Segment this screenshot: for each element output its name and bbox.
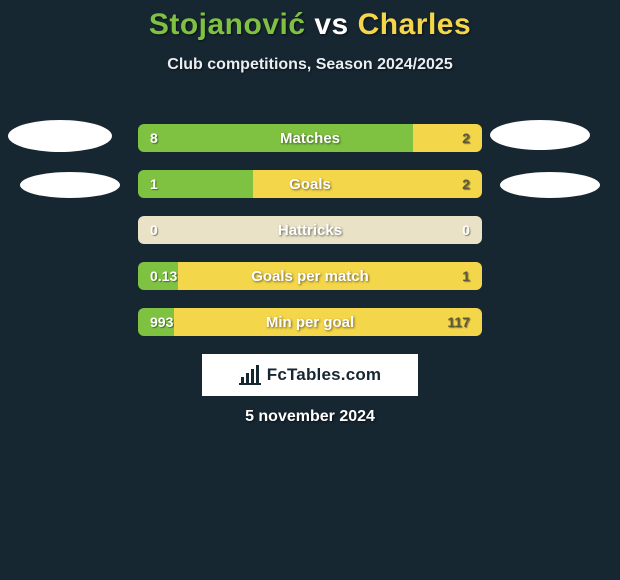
stats-bars: 82Matches12Goals00Hattricks0.131Goals pe… bbox=[138, 124, 482, 354]
stat-left-value: 0 bbox=[150, 222, 158, 238]
stat-right-value: 2 bbox=[462, 176, 470, 192]
stat-left-value: 8 bbox=[150, 130, 158, 146]
stat-right-value: 2 bbox=[462, 130, 470, 146]
comparison-title: Stojanović vs Charles bbox=[0, 0, 620, 42]
stat-row-goals-per-match: 0.131Goals per match bbox=[138, 262, 482, 290]
stat-left-segment: 8 bbox=[138, 124, 413, 152]
title-player2: Charles bbox=[358, 8, 472, 41]
stat-row-goals: 12Goals bbox=[138, 170, 482, 198]
club-badge-left-1 bbox=[8, 120, 112, 152]
title-player1: Stojanović bbox=[149, 8, 306, 41]
stat-right-value: 117 bbox=[447, 314, 470, 330]
club-badge-right-2 bbox=[500, 172, 600, 198]
stat-left-segment: 993 bbox=[138, 308, 174, 336]
stat-right-segment: 0 bbox=[310, 216, 482, 244]
stat-left-value: 993 bbox=[150, 314, 173, 330]
stat-left-segment: 0 bbox=[138, 216, 310, 244]
club-badge-right-1 bbox=[490, 120, 590, 150]
subtitle: Club competitions, Season 2024/2025 bbox=[0, 56, 620, 74]
stat-right-value: 0 bbox=[462, 222, 470, 238]
stat-right-segment: 117 bbox=[174, 308, 482, 336]
stat-right-segment: 2 bbox=[413, 124, 482, 152]
stat-right-segment: 1 bbox=[178, 262, 482, 290]
stat-left-segment: 0.13 bbox=[138, 262, 178, 290]
stat-right-segment: 2 bbox=[253, 170, 482, 198]
title-vs: vs bbox=[314, 8, 348, 41]
brand-box: FcTables.com bbox=[202, 354, 418, 396]
stat-row-min-per-goal: 993117Min per goal bbox=[138, 308, 482, 336]
stat-right-value: 1 bbox=[462, 268, 470, 284]
stat-left-value: 0.13 bbox=[150, 268, 177, 284]
stat-left-segment: 1 bbox=[138, 170, 253, 198]
stat-left-value: 1 bbox=[150, 176, 158, 192]
snapshot-date: 5 november 2024 bbox=[0, 408, 620, 426]
bar-chart-icon bbox=[239, 365, 261, 385]
club-badge-left-2 bbox=[20, 172, 120, 198]
brand-text: FcTables.com bbox=[267, 365, 382, 385]
stat-row-matches: 82Matches bbox=[138, 124, 482, 152]
stat-row-hattricks: 00Hattricks bbox=[138, 216, 482, 244]
